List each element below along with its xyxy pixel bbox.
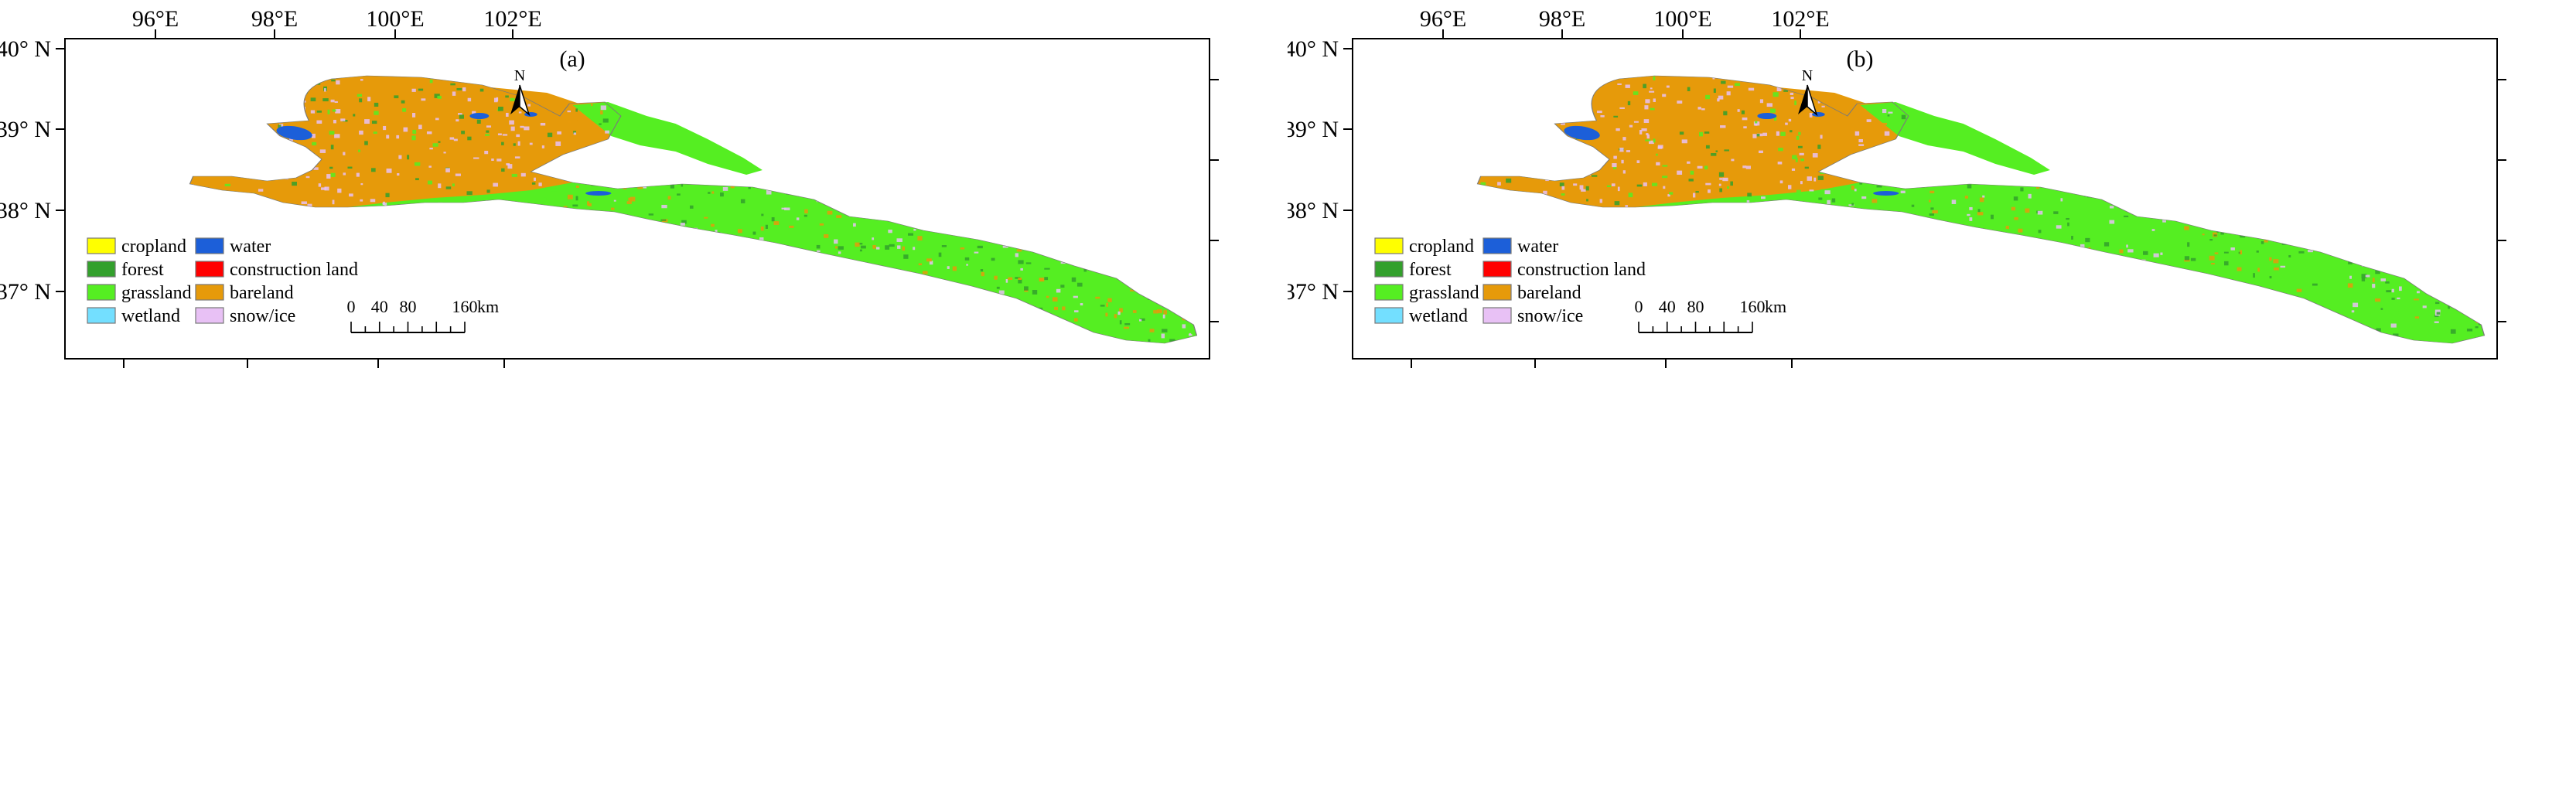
legend-label: wetland bbox=[1409, 306, 1468, 326]
map-figure-a: 96°E 98°E 100°E 102°E 40° N 39° N 38° N 37° N (a… bbox=[0, 6, 1219, 368]
map-panel-b: 96°E 98°E 100°E 102°E 40° N 39° N 38° N 37° N (b… bbox=[1288, 0, 2575, 801]
study-area-outline bbox=[1476, 75, 2486, 344]
x-tick-label: 100°E bbox=[366, 6, 424, 32]
legend-label: grassland bbox=[121, 283, 192, 303]
scale-tick-label: 0 bbox=[1635, 297, 1643, 316]
north-arrow-label: N bbox=[1802, 67, 1813, 84]
north-arrow-icon: N bbox=[510, 67, 531, 117]
legend-swatch bbox=[87, 237, 116, 254]
legend-swatch bbox=[87, 307, 116, 324]
x-tick-label: 98°E bbox=[1539, 6, 1585, 32]
legend-swatch bbox=[1482, 261, 1512, 278]
panel-label: (b) bbox=[1847, 46, 1874, 72]
legend-swatch bbox=[1374, 307, 1404, 324]
x-tick-label: 100°E bbox=[1653, 6, 1711, 32]
legend-swatch bbox=[87, 284, 116, 301]
lake-water bbox=[469, 113, 490, 119]
legend-swatch bbox=[195, 307, 224, 324]
lake-water bbox=[1564, 125, 1600, 141]
legend-swatch bbox=[1482, 284, 1512, 301]
legend-swatch bbox=[1374, 237, 1404, 254]
scale-tick-label: 160 bbox=[1740, 297, 1766, 316]
legend-label: cropland bbox=[1409, 237, 1474, 257]
legend-label: water bbox=[1517, 237, 1558, 257]
map-panel-a: 96°E 98°E 100°E 102°E 40° N 39° N 38° N 37° N (a… bbox=[0, 6, 1219, 368]
legend-swatch bbox=[1374, 284, 1404, 301]
panel-label: (a) bbox=[559, 46, 585, 72]
legend-swatch bbox=[1482, 237, 1512, 254]
y-tick-label: 40° N bbox=[1288, 36, 1339, 62]
legend-label: forest bbox=[1409, 260, 1452, 280]
scale-tick-label: 40 bbox=[1659, 297, 1676, 316]
north-arrow-icon: N bbox=[1798, 67, 1818, 117]
region-upper-arm bbox=[572, 102, 763, 175]
y-tick-label: 38° N bbox=[1288, 198, 1339, 223]
y-tick-label: 38° N bbox=[0, 198, 51, 223]
legend-label: snow/ice bbox=[1517, 306, 1583, 326]
legend-label: water bbox=[230, 237, 271, 257]
legend: cropland forest grassland wetland water const… bbox=[87, 237, 358, 326]
legend-swatch bbox=[1374, 261, 1404, 278]
scale-bar: 0 40 80 160 km bbox=[1635, 297, 1786, 333]
x-tick-label: 96°E bbox=[1420, 6, 1466, 32]
legend-label: cropland bbox=[121, 237, 186, 257]
scale-unit-label: km bbox=[477, 297, 499, 316]
lake-water bbox=[1757, 113, 1777, 119]
legend-label: construction land bbox=[230, 260, 358, 280]
legend-swatch bbox=[195, 284, 224, 301]
north-arrow-label: N bbox=[514, 67, 525, 84]
legend-swatch bbox=[1482, 307, 1512, 324]
y-tick-label: 37° N bbox=[0, 279, 51, 305]
region-bareland-north bbox=[483, 87, 579, 116]
legend-swatch bbox=[87, 261, 116, 278]
x-tick-label: 102°E bbox=[483, 6, 541, 32]
study-area-outline bbox=[189, 75, 1198, 344]
legend-swatch bbox=[195, 237, 224, 254]
lake-water bbox=[585, 191, 612, 196]
y-tick-label: 40° N bbox=[0, 36, 51, 62]
y-tick-label: 39° N bbox=[1288, 117, 1339, 142]
scale-tick-label: 160 bbox=[452, 297, 478, 316]
scale-tick-label: 80 bbox=[400, 297, 417, 316]
x-tick-label: 96°E bbox=[132, 6, 179, 32]
scale-bar: 0 40 80 160 km bbox=[347, 297, 499, 333]
scale-tick-label: 0 bbox=[347, 297, 356, 316]
legend-swatch bbox=[195, 261, 224, 278]
legend-label: bareland bbox=[1517, 283, 1581, 303]
legend-label: forest bbox=[121, 260, 164, 280]
legend-label: construction land bbox=[1517, 260, 1646, 280]
legend-label: bareland bbox=[230, 283, 294, 303]
legend: cropland forest grassland wetland water const… bbox=[1374, 237, 1646, 326]
scale-tick-label: 40 bbox=[371, 297, 388, 316]
x-tick-label: 98°E bbox=[251, 6, 298, 32]
y-tick-label: 37° N bbox=[1288, 279, 1339, 305]
legend-label: wetland bbox=[121, 306, 180, 326]
scale-unit-label: km bbox=[1765, 297, 1786, 316]
lake-water bbox=[1873, 191, 1899, 196]
region-upper-arm bbox=[1860, 102, 2050, 175]
y-tick-label: 39° N bbox=[0, 117, 51, 142]
legend-label: grassland bbox=[1409, 283, 1479, 303]
lake-water bbox=[276, 125, 312, 141]
legend-label: snow/ice bbox=[230, 306, 295, 326]
scale-tick-label: 80 bbox=[1687, 297, 1704, 316]
x-tick-label: 102°E bbox=[1771, 6, 1829, 32]
map-figure-b: 96°E 98°E 100°E 102°E 40° N 39° N 38° N 37° N (b… bbox=[1288, 6, 2506, 368]
